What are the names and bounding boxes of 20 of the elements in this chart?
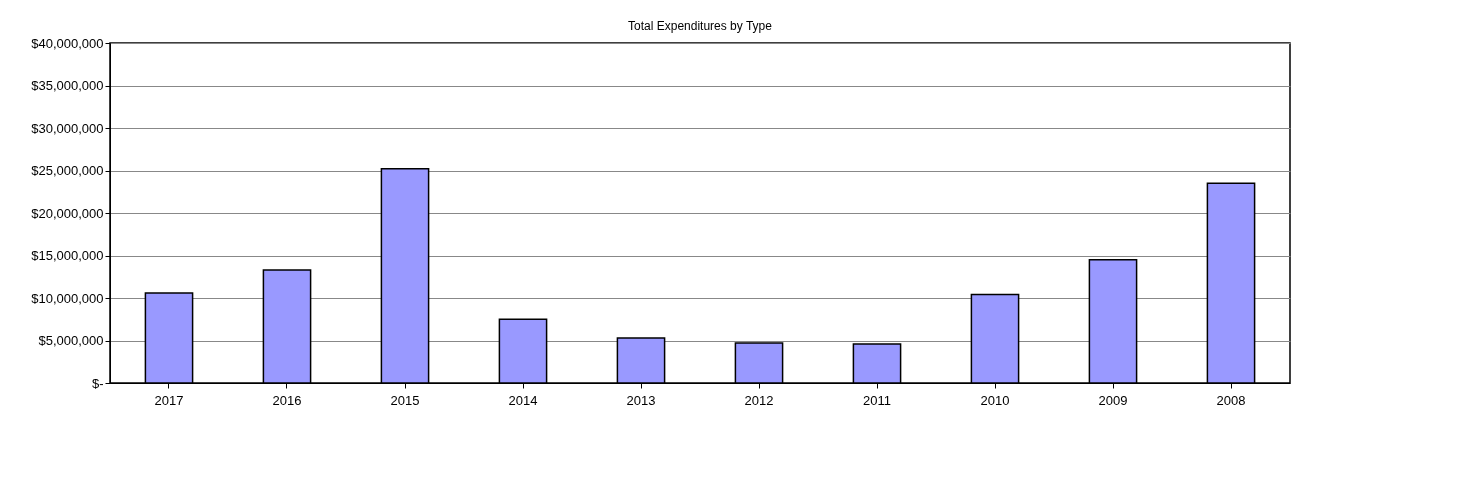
x-tick-label: 2014: [508, 392, 538, 408]
x-tick-label: 2011: [863, 392, 891, 408]
x-tick-label: 2016: [272, 392, 302, 408]
y-tick-label: $25,000,000: [31, 163, 104, 178]
y-tick-label: $15,000,000: [31, 248, 104, 263]
y-tick-label: $20,000,000: [31, 205, 104, 221]
x-tick-label: 2008: [1216, 392, 1246, 408]
x-tick-label: 2010: [980, 392, 1010, 408]
x-tick-label: 2017: [154, 392, 184, 408]
y-tick-label: $40,000,000: [31, 35, 104, 51]
y-tick-label: $5,000,000: [38, 333, 104, 348]
x-tick-label: 2009: [1098, 392, 1128, 408]
y-tick-label: $10,000,000: [31, 290, 104, 306]
x-tick-label: 2015: [390, 392, 420, 408]
y-tick-label: $-: [91, 375, 104, 391]
x-tick-label: 2013: [626, 392, 656, 408]
chart-title: Total Expenditures by Type: [628, 19, 773, 33]
y-tick-label: $35,000,000: [31, 78, 104, 93]
x-tick-label: 2012: [744, 392, 774, 408]
y-tick-label: $30,000,000: [31, 120, 104, 136]
